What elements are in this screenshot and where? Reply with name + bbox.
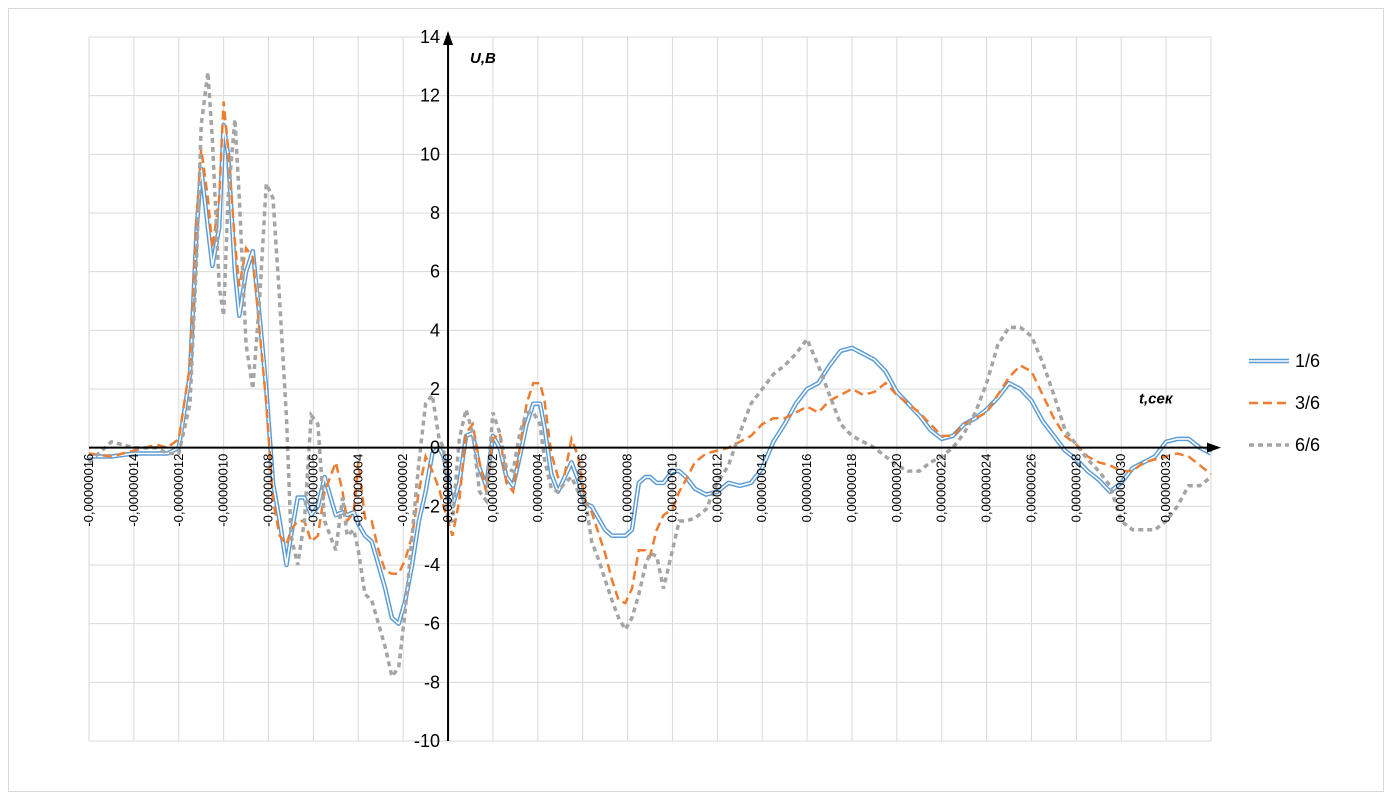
x-tick-label: -0,00000006 <box>305 454 320 527</box>
x-tick-label: -0,00000016 <box>81 454 96 527</box>
x-tick-label: -0,00000014 <box>126 454 141 527</box>
x-tick-label: 0,00000006 <box>575 454 590 523</box>
series-line-outer <box>89 122 1213 626</box>
x-tick-label: -0,00000002 <box>395 454 410 527</box>
x-tick-label: 0,00000020 <box>889 454 904 523</box>
y-tick-label: 12 <box>420 86 440 106</box>
x-tick-label: -0,00000012 <box>171 454 186 527</box>
x-tick-label: 0,00000024 <box>979 454 994 523</box>
x-tick-label: 0,00000032 <box>1158 454 1173 523</box>
x-tick-label: 0,00000018 <box>844 454 859 523</box>
legend-item: 1/6 <box>1249 351 1320 371</box>
y-tick-label: 8 <box>430 203 440 223</box>
legend: 1/6 3/6 6/6 <box>1249 351 1320 455</box>
y-tick-label: -6 <box>424 614 440 634</box>
y-tick-label: 6 <box>430 262 440 282</box>
y-tick-label: 0 <box>430 438 440 458</box>
y-tick-label: -10 <box>414 731 440 751</box>
x-tick-label: -0,00000008 <box>261 454 276 527</box>
series-lines <box>87 71 1213 681</box>
x-tick-label: 0,00000002 <box>485 454 500 523</box>
legend-label: 6/6 <box>1295 435 1320 455</box>
x-tick-label: 0,00000026 <box>1023 454 1038 523</box>
axes <box>89 31 1221 741</box>
x-tick-label: 0,00000028 <box>1068 454 1083 523</box>
x-tick-label: 0,00000014 <box>754 454 769 523</box>
gridlines <box>88 36 1212 742</box>
x-axis-arrow <box>1207 442 1221 453</box>
series-2 <box>88 101 1212 605</box>
y-tick-label: 2 <box>430 379 440 399</box>
series-line <box>87 71 1213 681</box>
y-tick-label: -8 <box>424 672 440 692</box>
series-line <box>88 101 1212 605</box>
x-tick-label: 0,00000012 <box>709 454 724 523</box>
x-tick-label: 0,00000016 <box>799 454 814 523</box>
y-tick-label: 14 <box>420 27 440 47</box>
y-tick-label: -4 <box>424 555 440 575</box>
chart-frame: 14 12 10 8 6 4 2 0 -2 -4 -6 -8 -10 -0,00000016 -0,000… <box>8 8 1384 792</box>
y-axis-title: U,B <box>470 50 496 67</box>
x-tick-labels: -0,00000016 -0,00000014 -0,00000012 -0,0000… <box>81 454 1173 527</box>
y-tick-label: 10 <box>420 144 440 164</box>
x-tick-label: 0,00000000 <box>440 454 455 523</box>
y-tick-label: 4 <box>430 320 440 340</box>
x-tick-label: 0,00000030 <box>1113 454 1128 523</box>
series-line-inner <box>89 124 1212 625</box>
legend-item: 6/6 <box>1249 435 1320 455</box>
y-tick-label: -2 <box>424 496 440 516</box>
x-tick-label: -0,00000010 <box>216 454 231 527</box>
x-tick-label: 0,00000004 <box>530 454 545 523</box>
x-tick-label: 0,00000022 <box>934 454 949 523</box>
legend-label: 1/6 <box>1295 351 1320 371</box>
x-tick-label: -0,00000004 <box>350 454 365 527</box>
x-axis-title: t,сек <box>1139 391 1174 408</box>
y-tick-labels: 14 12 10 8 6 4 2 0 -2 -4 -6 -8 -10 <box>414 27 440 751</box>
legend-label: 3/6 <box>1295 393 1320 413</box>
series-1 <box>89 122 1213 626</box>
x-tick-label: 0,00000008 <box>620 454 635 523</box>
series-3 <box>87 71 1213 681</box>
y-axis-arrow <box>443 31 454 45</box>
x-tick-label: 0,00000010 <box>664 454 679 523</box>
legend-item: 3/6 <box>1249 393 1320 413</box>
